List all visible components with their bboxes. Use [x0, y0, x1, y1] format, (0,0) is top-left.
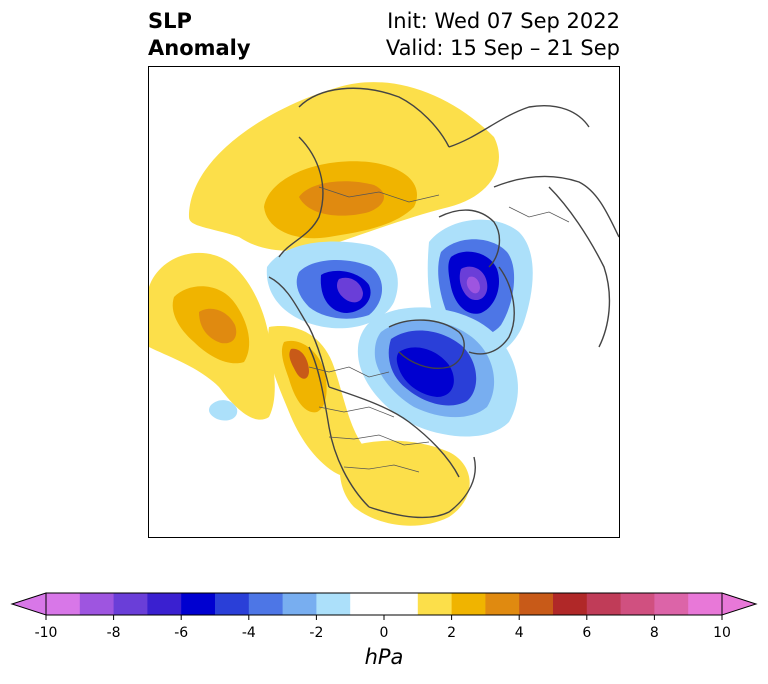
colorbar-bin [620, 593, 655, 615]
colorbar-bin [282, 593, 317, 615]
colorbar-tick-label: -10 [34, 625, 58, 641]
colorbar-tick-label: -8 [106, 625, 121, 641]
positive-anomaly-north-pacific [149, 252, 275, 420]
colorbar-tick-label: -2 [309, 625, 324, 641]
colorbar-bin [79, 593, 115, 615]
colorbar-tick-label: 0 [379, 625, 389, 641]
colorbar-tick-label: 2 [447, 625, 457, 641]
borders [308, 186, 570, 473]
negative-anomaly-pacific-small [209, 400, 238, 421]
colorbar-tick-label: -6 [174, 625, 189, 641]
coastlines [268, 87, 619, 519]
colorbar-tick-label: 6 [582, 625, 592, 641]
colorbar-bin [181, 593, 216, 615]
positive-anomaly-siberia [189, 82, 499, 251]
positive-anomaly-western-us [268, 326, 370, 478]
title-variable: SLP Anomaly [148, 9, 251, 60]
colorbar-bin [451, 593, 486, 615]
colorbar-bin [553, 593, 588, 615]
colorbar-bin [113, 593, 148, 615]
colorbar-tick-label: 4 [514, 625, 524, 641]
map-svg [149, 67, 619, 537]
colorbar-bin [485, 593, 520, 615]
colorbar-bin [316, 593, 351, 615]
map-panel [148, 66, 620, 538]
colorbar-bin [688, 593, 723, 615]
colorbar-units: hPa [364, 645, 404, 669]
colorbar-bin [215, 593, 250, 615]
colorbar-bin [417, 593, 453, 615]
colorbar [10, 592, 758, 620]
colorbar-tick-label: 8 [649, 625, 659, 641]
colorbar-extend-low [10, 592, 47, 616]
colorbar-bin [586, 593, 622, 615]
colorbar-bin [248, 593, 284, 615]
colorbar-extend-high [721, 592, 758, 616]
colorbar-tick-label: 10 [713, 625, 731, 641]
colorbar-bin [46, 593, 81, 615]
colorbar-bin [350, 593, 385, 615]
title-dates: Init: Wed 07 Sep 2022 Valid: 15 Sep – 21… [385, 9, 620, 60]
colorbar-bin [654, 593, 689, 615]
colorbar-tick-label: -4 [241, 625, 256, 641]
positive-anomaly-eastern-us [339, 440, 470, 526]
negative-anomaly-beaufort [266, 241, 398, 329]
colorbar-bin [519, 593, 554, 615]
colorbar-bin [384, 593, 419, 615]
colorbar-bin [147, 593, 182, 615]
